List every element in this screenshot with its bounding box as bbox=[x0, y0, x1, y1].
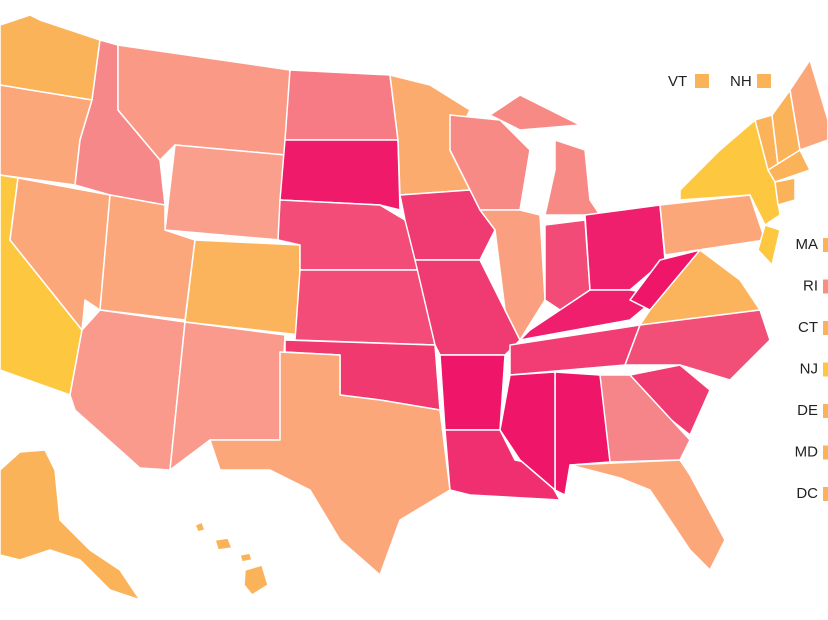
state-label: NJ bbox=[800, 360, 818, 377]
state bbox=[499, 371, 556, 491]
labels: VT NH MA RI CT NJ DE MD DC bbox=[668, 73, 828, 502]
state bbox=[0, 449, 141, 601]
state-label: CT bbox=[798, 319, 818, 336]
state-swatch bbox=[823, 321, 828, 335]
state-swatch bbox=[695, 74, 709, 88]
state-label: MA bbox=[796, 236, 819, 253]
state bbox=[69, 309, 186, 471]
state-label: MD bbox=[795, 443, 818, 460]
state bbox=[194, 521, 206, 533]
state-swatch bbox=[823, 238, 828, 252]
state bbox=[489, 94, 581, 131]
state-label: NH bbox=[730, 73, 752, 90]
state bbox=[584, 204, 666, 291]
state bbox=[277, 199, 421, 271]
state bbox=[659, 194, 766, 256]
state-swatch bbox=[823, 404, 828, 418]
state-swatch bbox=[823, 362, 828, 377]
state bbox=[209, 351, 451, 576]
state bbox=[164, 144, 286, 241]
state bbox=[239, 552, 253, 563]
state-swatch bbox=[823, 279, 828, 294]
state-label: DC bbox=[796, 485, 818, 502]
state bbox=[279, 139, 401, 211]
state bbox=[554, 371, 611, 496]
states bbox=[0, 14, 828, 601]
state-label: DE bbox=[797, 402, 818, 419]
state bbox=[569, 459, 726, 571]
state bbox=[789, 59, 828, 151]
state-swatch bbox=[757, 74, 771, 88]
state-swatch bbox=[823, 487, 828, 501]
state bbox=[294, 269, 436, 346]
state bbox=[774, 177, 796, 206]
state-swatch bbox=[823, 445, 828, 460]
state bbox=[214, 537, 233, 551]
state bbox=[243, 564, 269, 596]
state bbox=[284, 69, 399, 141]
state bbox=[757, 224, 781, 266]
state bbox=[439, 354, 506, 431]
state bbox=[544, 139, 601, 216]
state-label: VT bbox=[668, 73, 687, 90]
state bbox=[479, 209, 546, 341]
state-label: RI bbox=[803, 277, 818, 294]
state bbox=[639, 249, 761, 326]
state bbox=[767, 149, 811, 183]
state bbox=[679, 119, 781, 226]
state bbox=[184, 239, 301, 336]
